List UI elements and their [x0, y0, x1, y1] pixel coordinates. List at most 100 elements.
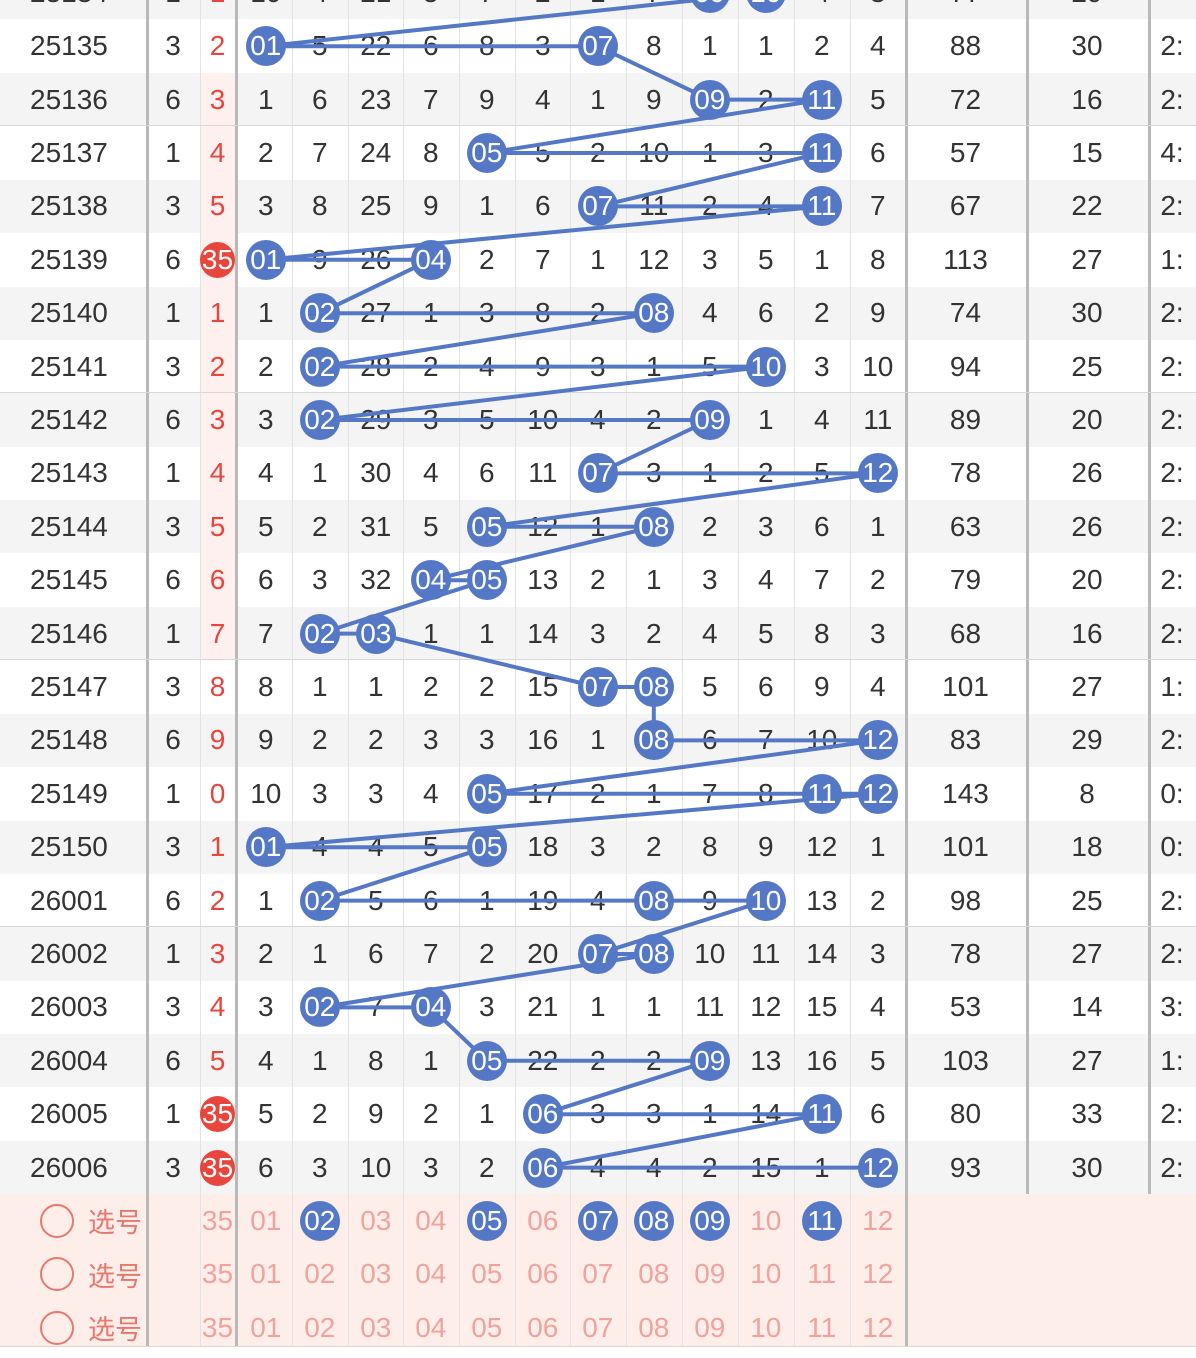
- number-cell: 10: [250, 777, 282, 809]
- pick-number[interactable]: 07: [582, 1258, 614, 1290]
- radio-circle-icon[interactable]: [40, 1257, 74, 1292]
- value-a: 1: [165, 457, 181, 489]
- pick-number-selected[interactable]: 07: [570, 1194, 626, 1247]
- pick-number[interactable]: 11: [807, 1258, 837, 1290]
- number-cell: 9: [535, 350, 551, 382]
- number-cell: 02: [292, 287, 348, 340]
- number-cell: 5: [702, 350, 718, 382]
- pick-number[interactable]: 10: [750, 1204, 782, 1236]
- pick-number[interactable]: 05: [471, 1258, 503, 1290]
- number-cell: 7: [758, 724, 774, 756]
- pick-number-selected[interactable]: 02: [292, 1194, 348, 1247]
- selected-ball[interactable]: 09: [689, 1200, 730, 1241]
- value-b: 7: [209, 617, 226, 649]
- drawn-ball: 07: [577, 933, 618, 974]
- pick-number[interactable]: 04: [415, 1204, 447, 1236]
- number-cell: 9: [646, 83, 662, 115]
- number-cell: 6: [423, 30, 439, 62]
- pick-number[interactable]: 03: [360, 1311, 392, 1343]
- pick-number[interactable]: 08: [638, 1311, 670, 1343]
- number-cell: 6: [258, 564, 274, 596]
- number-cell: 4: [870, 670, 886, 702]
- number-cell: 2: [479, 1151, 495, 1183]
- pick-number[interactable]: 03: [360, 1258, 392, 1290]
- number-cell: 5: [423, 831, 439, 863]
- pick-number[interactable]: 04: [415, 1311, 447, 1343]
- value-b: 0: [209, 777, 226, 809]
- pick-number[interactable]: 02: [304, 1311, 336, 1343]
- value-b: 9: [209, 724, 226, 756]
- pick-number-selected[interactable]: 05: [459, 1194, 515, 1247]
- pick-number[interactable]: 12: [862, 1204, 894, 1236]
- pick-number[interactable]: 12: [862, 1258, 894, 1290]
- number-cell: 2: [590, 297, 606, 329]
- pick-number[interactable]: 03: [360, 1204, 392, 1236]
- pick-number[interactable]: 05: [471, 1311, 503, 1343]
- pick-number[interactable]: 04: [415, 1258, 447, 1290]
- drawn-ball: 08: [633, 506, 674, 547]
- sum-value: 78: [949, 457, 982, 489]
- selector-toggle[interactable]: 选号: [40, 1301, 200, 1354]
- number-cell: 1: [702, 1098, 718, 1130]
- selected-ball[interactable]: 07: [577, 1200, 618, 1241]
- pick-number[interactable]: 01: [250, 1311, 282, 1343]
- number-cell: 1: [814, 243, 830, 275]
- number-cell: 14: [527, 617, 559, 649]
- number-cell: 2: [258, 350, 274, 382]
- number-cell: 1: [702, 457, 718, 489]
- number-cell: 1: [814, 1151, 830, 1183]
- pick-number[interactable]: 08: [638, 1258, 670, 1290]
- pick-number[interactable]: 10: [750, 1311, 782, 1343]
- drawn-ball: 08: [633, 720, 674, 761]
- number-cell: 4: [758, 564, 774, 596]
- selected-ball[interactable]: 11: [801, 1200, 842, 1241]
- number-cell: 08: [626, 714, 682, 767]
- pick-number-selected[interactable]: 11: [794, 1194, 850, 1247]
- number-cell: 1: [479, 190, 495, 222]
- pick-number[interactable]: 11: [807, 1311, 837, 1343]
- selector-toggle[interactable]: 选号: [40, 1194, 200, 1247]
- number-cell: 25: [360, 190, 392, 222]
- number-cell: 8: [646, 30, 662, 62]
- pick-number[interactable]: 06: [527, 1204, 559, 1236]
- selector-label: 选号: [88, 1315, 142, 1346]
- pick-number-selected[interactable]: 08: [626, 1194, 682, 1247]
- radio-circle-icon[interactable]: [40, 1203, 74, 1238]
- number-cell: 10: [527, 403, 559, 435]
- number-cell: 07: [570, 447, 626, 500]
- pick-number-selected[interactable]: 09: [682, 1194, 738, 1247]
- pick-number[interactable]: 02: [304, 1258, 336, 1290]
- number-cell: 12: [806, 831, 838, 863]
- number-cell: 05: [459, 767, 515, 820]
- selected-ball[interactable]: 05: [466, 1200, 507, 1241]
- pick-number[interactable]: 10: [750, 1258, 782, 1290]
- number-cell: 7: [870, 190, 886, 222]
- period-number: 25141: [30, 350, 108, 382]
- number-cell: 3: [702, 243, 718, 275]
- number-cell: 1: [570, 0, 626, 19]
- pick-number[interactable]: 09: [694, 1258, 726, 1290]
- number-cell: 22: [527, 1044, 559, 1076]
- pick-number[interactable]: 09: [694, 1311, 726, 1343]
- number-cell: 3: [479, 724, 495, 756]
- number-cell: 3: [423, 403, 439, 435]
- column-divider: [738, 0, 739, 1346]
- selected-ball[interactable]: 08: [633, 1200, 674, 1241]
- value-b: 5: [209, 190, 226, 222]
- number-cell: 10: [360, 1151, 392, 1183]
- ratio-value: 2:: [1160, 937, 1184, 969]
- number-cell: 19: [527, 884, 559, 916]
- pick-number[interactable]: 06: [527, 1258, 559, 1290]
- ratio-value: 0:: [1160, 831, 1184, 863]
- selected-ball[interactable]: 02: [299, 1200, 340, 1241]
- pick-number[interactable]: 07: [582, 1311, 614, 1343]
- drawn-ball: 08: [633, 293, 674, 334]
- pick-number[interactable]: 12: [862, 1311, 894, 1343]
- column-divider: [292, 0, 293, 1346]
- radio-circle-icon[interactable]: [40, 1310, 74, 1345]
- pick-number[interactable]: 01: [250, 1204, 282, 1236]
- number-cell: 5: [258, 1098, 274, 1130]
- pick-number[interactable]: 01: [250, 1258, 282, 1290]
- pick-number[interactable]: 06: [527, 1311, 559, 1343]
- selector-toggle[interactable]: 选号: [40, 1248, 200, 1301]
